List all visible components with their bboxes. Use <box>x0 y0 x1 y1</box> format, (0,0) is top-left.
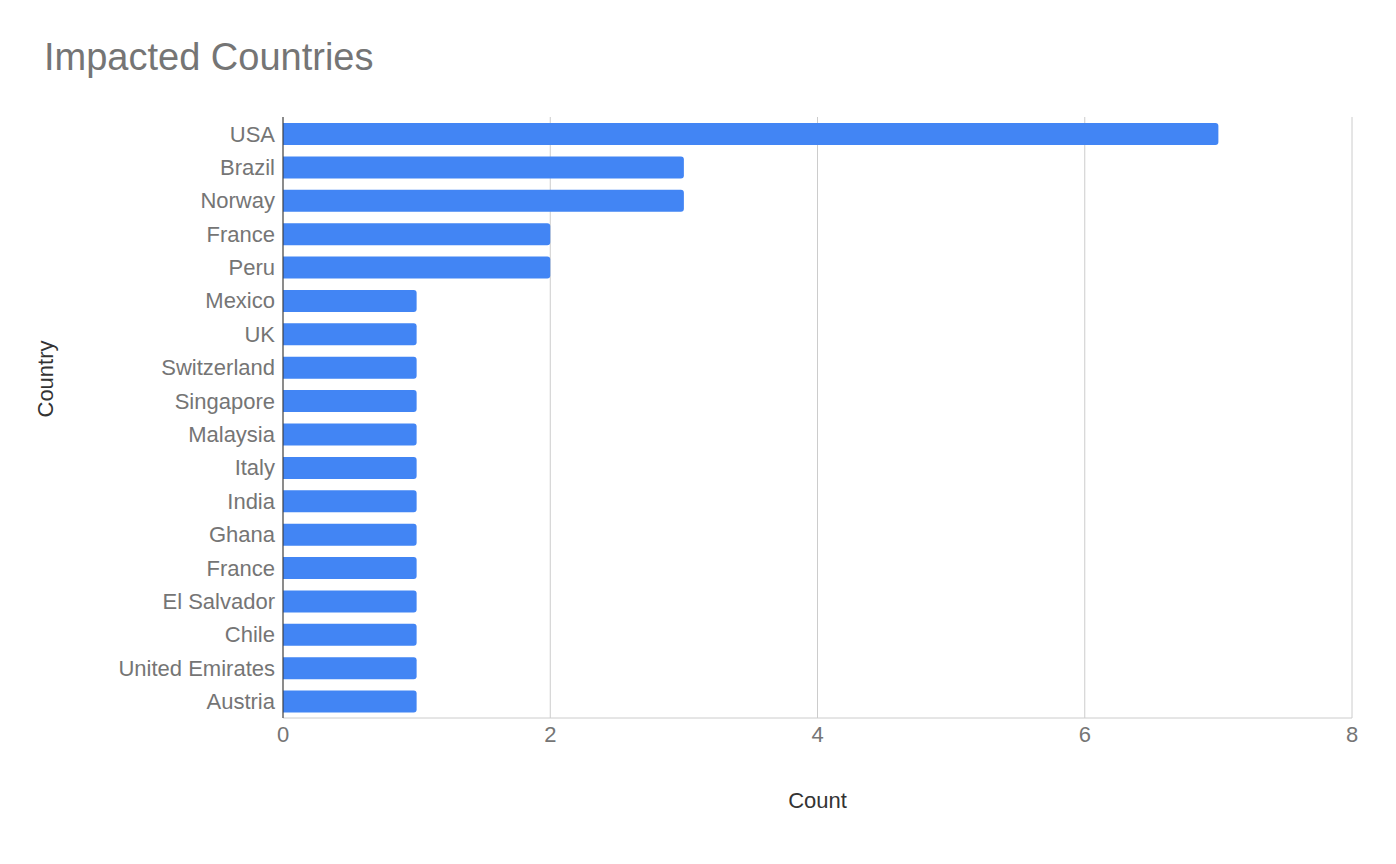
svg-text:6: 6 <box>1079 722 1091 747</box>
svg-text:2: 2 <box>544 722 556 747</box>
svg-text:Brazil: Brazil <box>220 155 275 180</box>
svg-text:Switzerland: Switzerland <box>161 355 275 380</box>
svg-text:Norway: Norway <box>200 188 275 213</box>
svg-text:Country: Country <box>33 340 58 417</box>
svg-text:India: India <box>227 489 275 514</box>
svg-text:UK: UK <box>244 322 275 347</box>
svg-text:Chile: Chile <box>225 622 275 647</box>
svg-text:Austria: Austria <box>207 689 276 714</box>
svg-text:Mexico: Mexico <box>205 288 275 313</box>
svg-text:8: 8 <box>1346 722 1358 747</box>
svg-text:4: 4 <box>811 722 823 747</box>
svg-text:USA: USA <box>230 122 276 147</box>
svg-text:Peru: Peru <box>229 255 275 280</box>
svg-text:United Emirates: United Emirates <box>118 656 275 681</box>
svg-text:Count: Count <box>788 788 847 813</box>
svg-text:El Salvador: El Salvador <box>162 589 275 614</box>
svg-text:France: France <box>207 222 275 247</box>
svg-text:0: 0 <box>277 722 289 747</box>
svg-text:Ghana: Ghana <box>209 522 276 547</box>
html-text:Impacted Countries: Impacted Countries <box>44 36 374 78</box>
svg-text:Italy: Italy <box>235 455 275 480</box>
svg-text:Malaysia: Malaysia <box>188 422 276 447</box>
svg-text:France: France <box>207 556 275 581</box>
svg-text:Singapore: Singapore <box>175 389 275 414</box>
